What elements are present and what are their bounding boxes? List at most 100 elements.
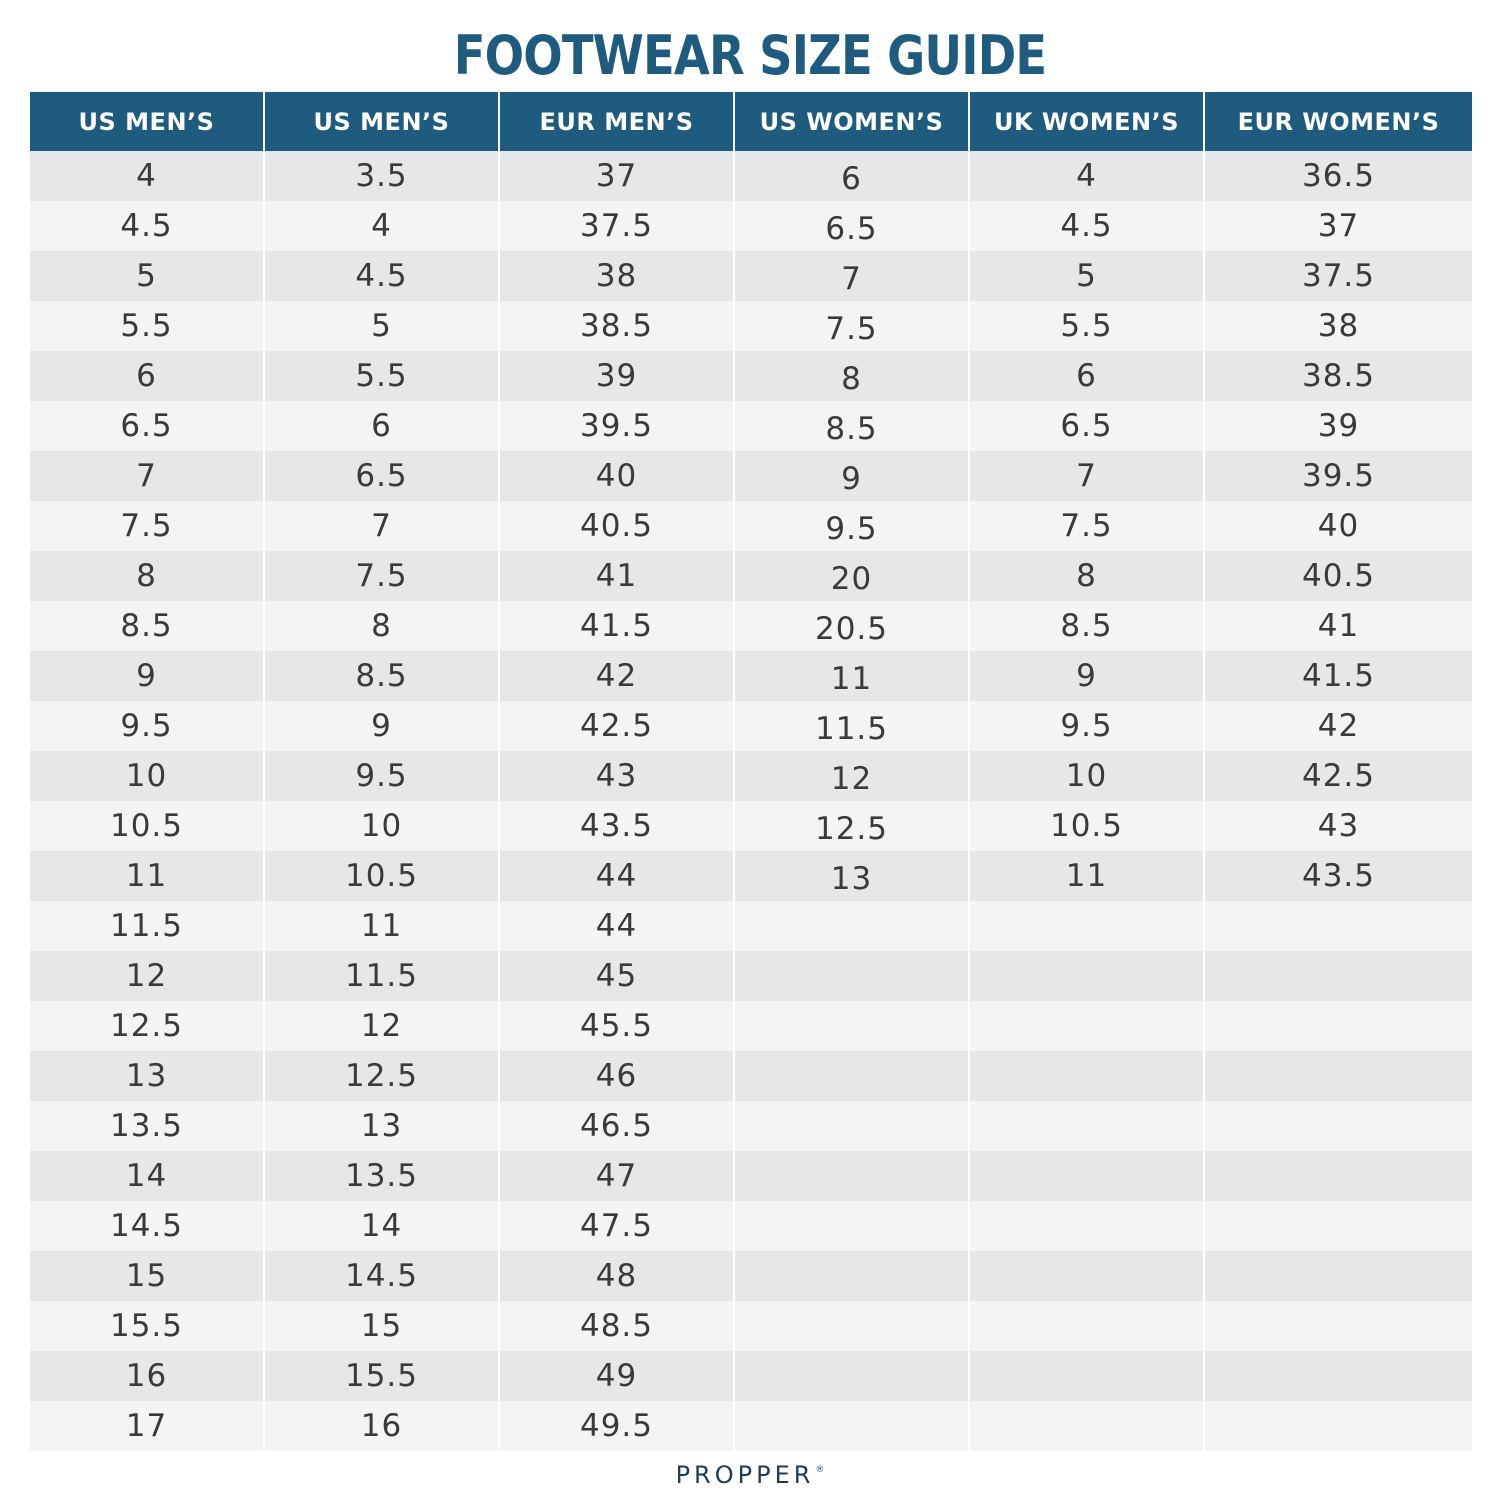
cell-us-mens-alt: 9 xyxy=(265,701,500,751)
cell-us-mens: 8.5 xyxy=(30,601,265,651)
cell-us-mens-alt: 8 xyxy=(265,601,500,651)
table-row: 13.5 13 46.5 xyxy=(30,1101,1472,1151)
cell-us-womens: 13 xyxy=(735,851,970,901)
cell-eur-mens: 43.5 xyxy=(500,801,735,851)
table-row: 11 10.5 44 13 11 43.5 xyxy=(30,851,1472,901)
cell-us-womens: 12 xyxy=(735,751,970,801)
cell-us-mens-alt: 4.5 xyxy=(265,251,500,301)
cell-us-mens-alt: 11.5 xyxy=(265,951,500,1001)
table-row: 15.5 15 48.5 xyxy=(30,1301,1472,1351)
cell-eur-womens xyxy=(1205,1001,1472,1051)
cell-us-mens-alt: 14 xyxy=(265,1201,500,1251)
cell-us-mens-alt: 12.5 xyxy=(265,1051,500,1101)
cell-us-mens-alt: 16 xyxy=(265,1401,500,1451)
cell-eur-womens: 38.5 xyxy=(1205,351,1472,401)
cell-uk-womens: 7 xyxy=(970,451,1205,501)
cell-us-womens xyxy=(735,1251,970,1301)
cell-us-mens: 10.5 xyxy=(30,801,265,851)
cell-uk-womens: 5.5 xyxy=(970,301,1205,351)
cell-us-mens: 12 xyxy=(30,951,265,1001)
table-row: 9.5 9 42.5 11.5 9.5 42 xyxy=(30,701,1472,751)
cell-eur-mens: 39 xyxy=(500,351,735,401)
cell-uk-womens: 6.5 xyxy=(970,401,1205,451)
cell-uk-womens xyxy=(970,1151,1205,1201)
brand-logo: PROPPER ® xyxy=(0,1458,1500,1492)
table-row: 8 7.5 41 20 8 40.5 xyxy=(30,551,1472,601)
cell-eur-womens: 40.5 xyxy=(1205,551,1472,601)
cell-eur-womens: 40 xyxy=(1205,501,1472,551)
cell-us-mens: 6.5 xyxy=(30,401,265,451)
cell-eur-womens: 37 xyxy=(1205,201,1472,251)
cell-uk-womens xyxy=(970,1251,1205,1301)
table-row: 6.5 6 39.5 8.5 6.5 39 xyxy=(30,401,1472,451)
cell-eur-womens: 41.5 xyxy=(1205,651,1472,701)
cell-eur-womens: 41 xyxy=(1205,601,1472,651)
cell-uk-womens: 4.5 xyxy=(970,201,1205,251)
cell-us-womens: 11 xyxy=(735,651,970,701)
cell-uk-womens: 8.5 xyxy=(970,601,1205,651)
cell-uk-womens: 4 xyxy=(970,151,1205,201)
cell-us-womens xyxy=(735,1101,970,1151)
cell-uk-womens: 9 xyxy=(970,651,1205,701)
cell-us-womens xyxy=(735,1051,970,1101)
table-row: 14.5 14 47.5 xyxy=(30,1201,1472,1251)
cell-us-womens xyxy=(735,1401,970,1451)
table-row: 4.5 4 37.5 6.5 4.5 37 xyxy=(30,201,1472,251)
cell-uk-womens: 9.5 xyxy=(970,701,1205,751)
cell-us-womens xyxy=(735,1201,970,1251)
table-row: 10.5 10 43.5 12.5 10.5 43 xyxy=(30,801,1472,851)
table-row: 14 13.5 47 xyxy=(30,1151,1472,1201)
cell-eur-womens: 42.5 xyxy=(1205,751,1472,801)
cell-eur-mens: 41.5 xyxy=(500,601,735,651)
cell-eur-womens: 42 xyxy=(1205,701,1472,751)
cell-us-mens-alt: 6 xyxy=(265,401,500,451)
cell-eur-mens: 41 xyxy=(500,551,735,601)
cell-uk-womens xyxy=(970,951,1205,1001)
brand-name: PROPPER xyxy=(675,1461,815,1489)
table-row: 5.5 5 38.5 7.5 5.5 38 xyxy=(30,301,1472,351)
cell-eur-mens: 45.5 xyxy=(500,1001,735,1051)
cell-us-womens: 11.5 xyxy=(735,701,970,751)
cell-us-mens-alt: 4 xyxy=(265,201,500,251)
cell-us-mens-alt: 13 xyxy=(265,1101,500,1151)
column-header-eur-mens: EUR MEN’S xyxy=(500,92,735,151)
table-row: 13 12.5 46 xyxy=(30,1051,1472,1101)
cell-eur-mens: 46.5 xyxy=(500,1101,735,1151)
cell-eur-womens xyxy=(1205,901,1472,951)
cell-us-mens: 4.5 xyxy=(30,201,265,251)
cell-uk-womens: 6 xyxy=(970,351,1205,401)
cell-us-womens: 20 xyxy=(735,551,970,601)
cell-us-mens: 5.5 xyxy=(30,301,265,351)
cell-eur-mens: 43 xyxy=(500,751,735,801)
cell-eur-womens xyxy=(1205,1201,1472,1251)
cell-us-mens: 16 xyxy=(30,1351,265,1401)
cell-us-mens: 10 xyxy=(30,751,265,801)
cell-uk-womens xyxy=(970,1401,1205,1451)
cell-eur-womens: 37.5 xyxy=(1205,251,1472,301)
cell-us-womens: 9.5 xyxy=(735,501,970,551)
cell-uk-womens: 11 xyxy=(970,851,1205,901)
cell-us-mens: 12.5 xyxy=(30,1001,265,1051)
cell-us-womens: 12.5 xyxy=(735,801,970,851)
table-row: 12 11.5 45 xyxy=(30,951,1472,1001)
cell-eur-mens: 37.5 xyxy=(500,201,735,251)
cell-eur-mens: 48 xyxy=(500,1251,735,1301)
cell-us-mens-alt: 8.5 xyxy=(265,651,500,701)
cell-eur-womens xyxy=(1205,951,1472,1001)
cell-us-mens-alt: 10 xyxy=(265,801,500,851)
table-row: 8.5 8 41.5 20.5 8.5 41 xyxy=(30,601,1472,651)
cell-us-mens: 11.5 xyxy=(30,901,265,951)
table-row: 9 8.5 42 11 9 41.5 xyxy=(30,651,1472,701)
cell-us-mens: 5 xyxy=(30,251,265,301)
cell-eur-mens: 48.5 xyxy=(500,1301,735,1351)
cell-us-womens xyxy=(735,901,970,951)
cell-us-mens-alt: 5.5 xyxy=(265,351,500,401)
cell-eur-womens xyxy=(1205,1151,1472,1201)
cell-us-mens-alt: 5 xyxy=(265,301,500,351)
cell-eur-womens: 39.5 xyxy=(1205,451,1472,501)
cell-eur-mens: 40 xyxy=(500,451,735,501)
cell-uk-womens xyxy=(970,901,1205,951)
cell-us-mens: 11 xyxy=(30,851,265,901)
cell-uk-womens xyxy=(970,1301,1205,1351)
cell-eur-womens xyxy=(1205,1401,1472,1451)
